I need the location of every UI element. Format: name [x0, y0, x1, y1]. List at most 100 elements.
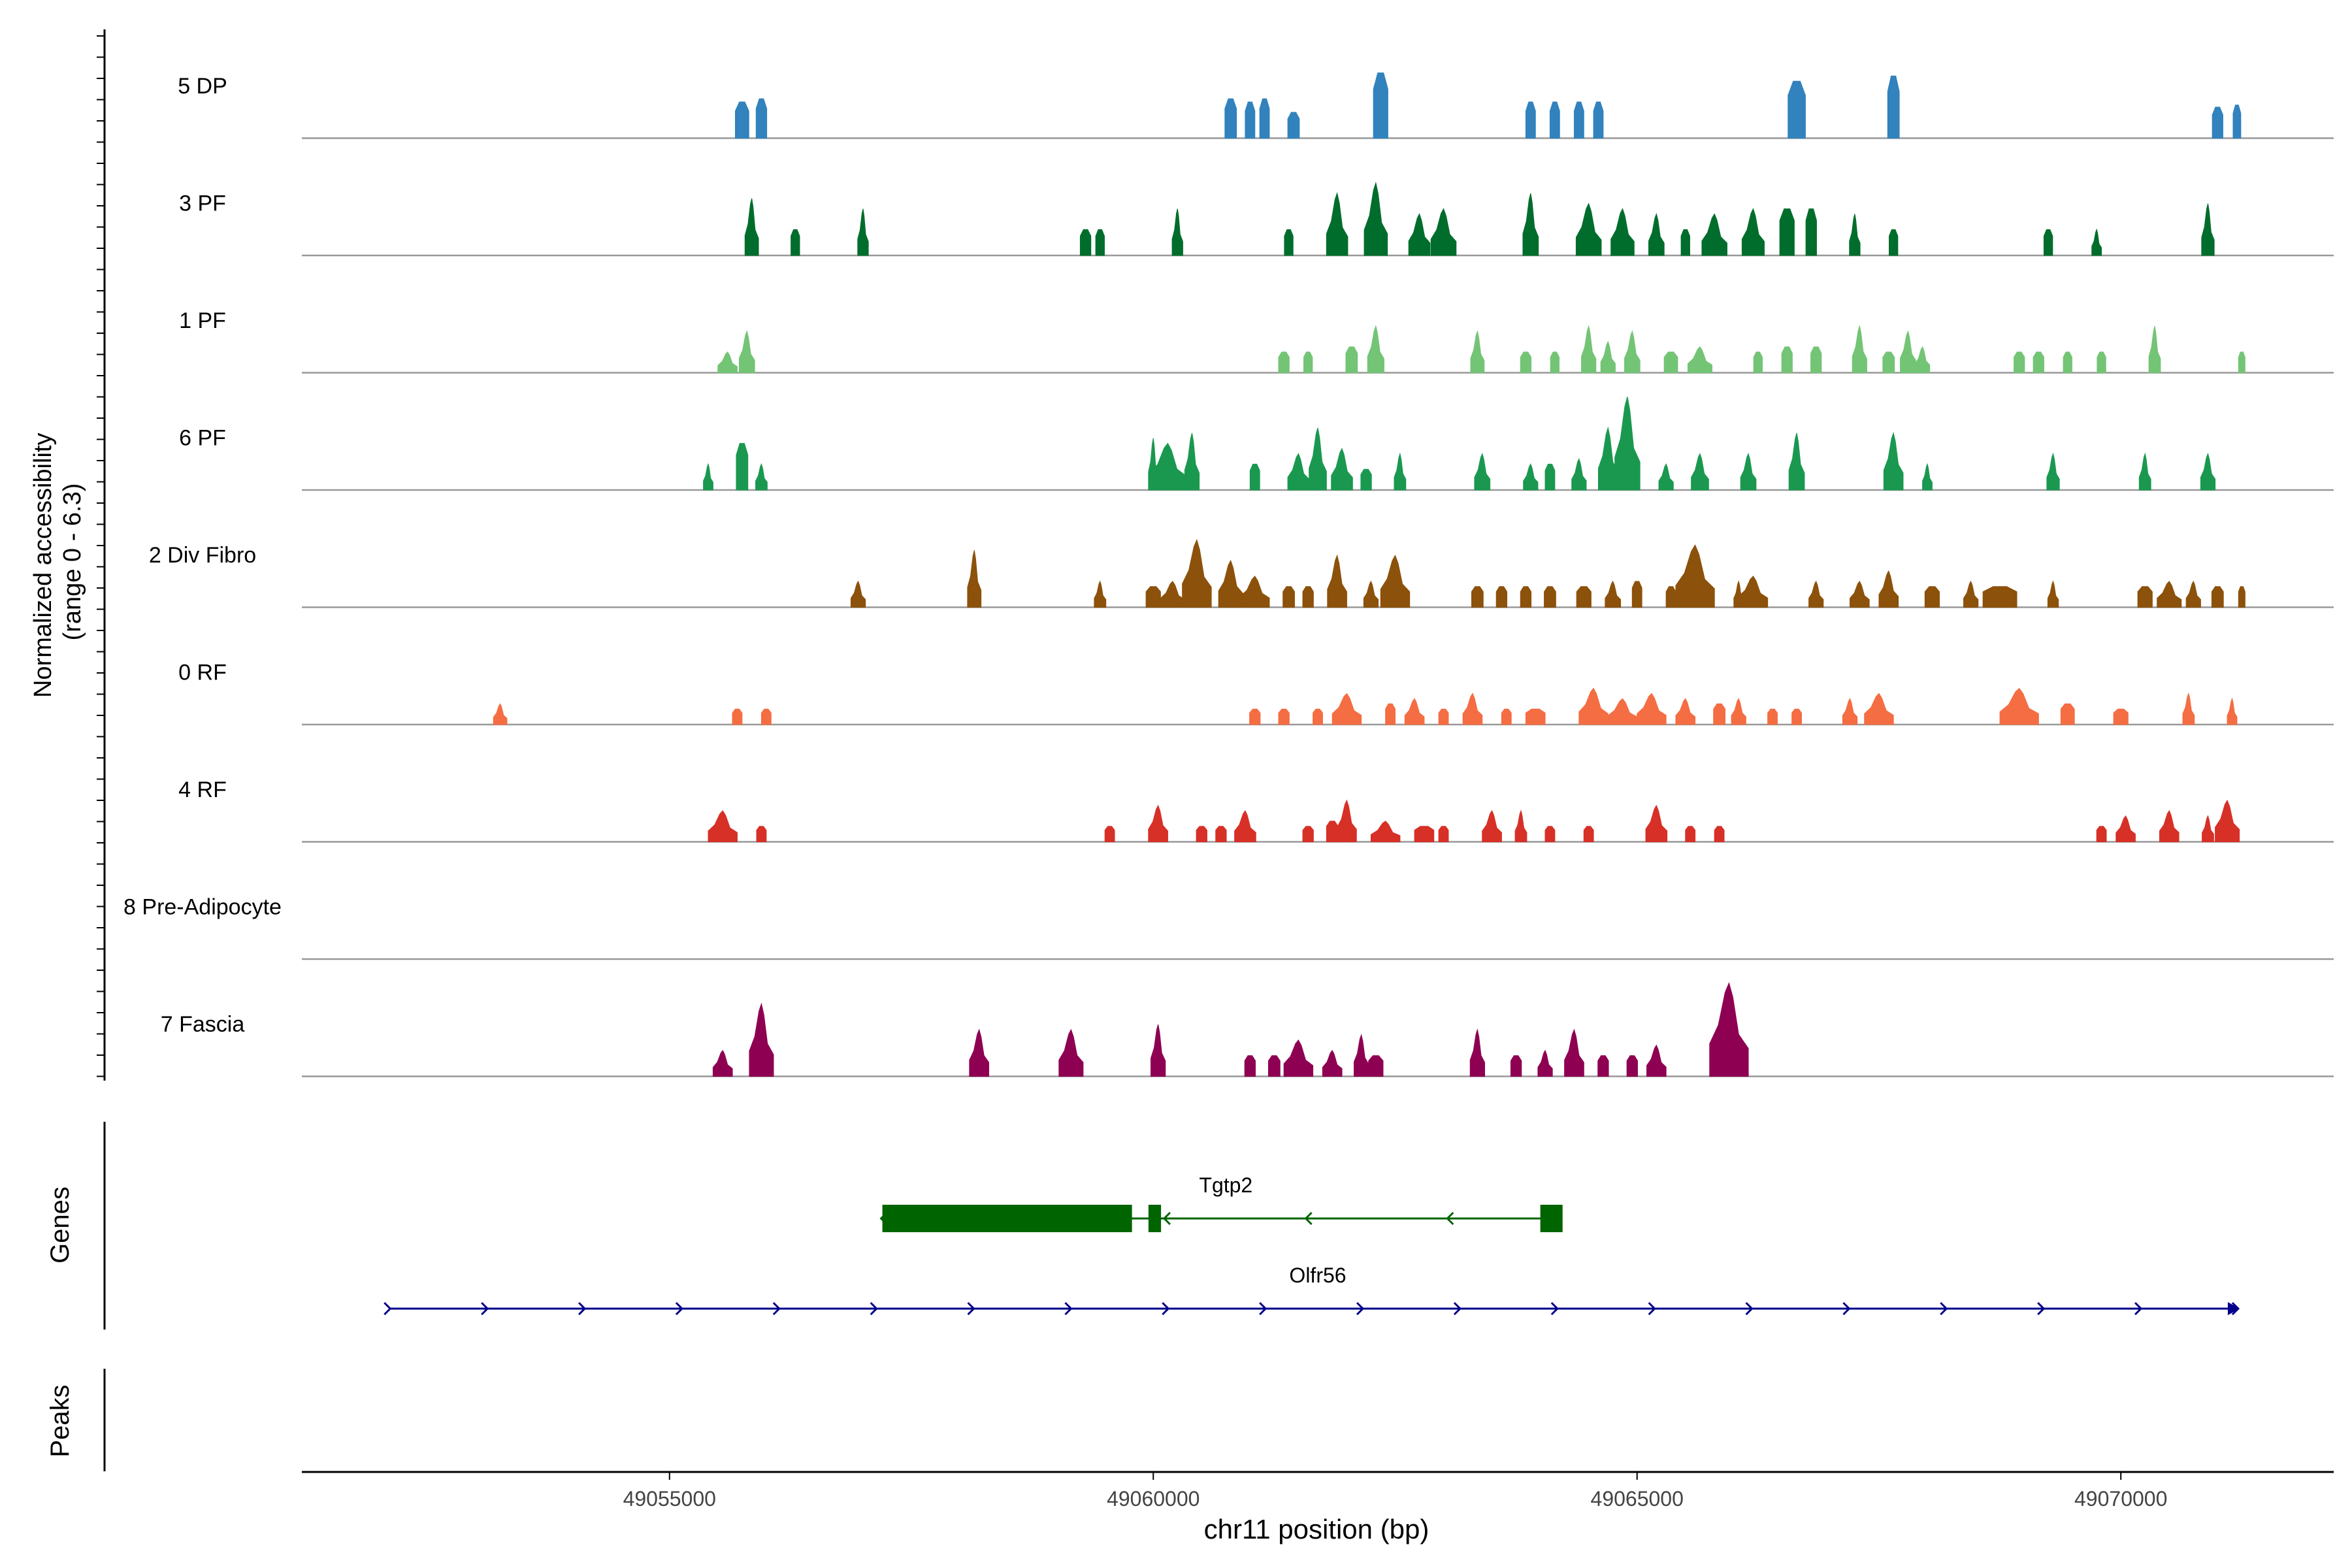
- coverage-peak: [2137, 586, 2153, 608]
- coverage-peak: [2211, 586, 2224, 608]
- coverage-peak: [1648, 212, 1665, 256]
- strand-chevron: [1550, 1301, 1559, 1316]
- coverage-peak: [1571, 457, 1587, 491]
- coverage-peak: [1791, 708, 1802, 725]
- coverage-peak: [1309, 427, 1327, 491]
- strand-chevron: [1940, 1301, 1948, 1316]
- strand-arrowhead: [2227, 1302, 2240, 1315]
- coverage-peak: [1151, 1024, 1166, 1077]
- coverage-peak: [1303, 351, 1313, 373]
- coverage-peak: [1471, 586, 1484, 608]
- coverage-peak: [1058, 1028, 1084, 1077]
- coverage-peak: [1680, 229, 1690, 256]
- x-tick-label: 49065000: [1591, 1487, 1684, 1511]
- genes-label: Genes: [46, 1186, 74, 1264]
- coverage-peak: [1482, 809, 1502, 842]
- coverage-peak: [1914, 346, 1931, 373]
- coverage-peak: [1597, 1055, 1609, 1077]
- track-label: 7 Fascia: [161, 1012, 245, 1037]
- coverage-peak: [1283, 1039, 1314, 1077]
- coverage-peak: [1326, 191, 1348, 256]
- coverage-peak: [1564, 1028, 1584, 1077]
- coverage-peak: [2096, 826, 2107, 842]
- coverage-peak: [1462, 693, 1483, 725]
- coverage-peak: [1675, 698, 1696, 725]
- coverage-peak: [2091, 228, 2102, 256]
- coverage-peak: [1337, 799, 1357, 842]
- coverage-peak: [2159, 809, 2180, 842]
- track-label: 3 PF: [179, 191, 226, 216]
- coverage-peak: [1537, 1049, 1553, 1077]
- strand-chevron: [772, 1301, 781, 1316]
- coverage-peak: [1805, 208, 1817, 256]
- coverage-peak: [1354, 1034, 1369, 1077]
- coverage-peak: [1094, 580, 1107, 608]
- coverage-peak: [1171, 208, 1183, 256]
- coverage-peak: [1573, 101, 1584, 139]
- coverage-peak: [2043, 229, 2053, 256]
- coverage-peak: [736, 443, 749, 491]
- strand-chevron: [384, 1301, 392, 1316]
- coverage-peak: [2097, 351, 2106, 373]
- coverage-peak: [1284, 229, 1294, 256]
- coverage-peak: [1313, 708, 1323, 725]
- coverage-peak: [1713, 703, 1725, 725]
- coverage-peak: [1148, 438, 1159, 491]
- coverage-peak: [1363, 580, 1379, 608]
- coverage-peak: [712, 1049, 733, 1077]
- coverage-peak: [1182, 538, 1212, 608]
- coverage-peak: [2148, 325, 2161, 373]
- coverage-peak: [1731, 698, 1746, 725]
- coverage-peak: [1810, 346, 1822, 373]
- track-6-pf: 6 PF: [179, 397, 2334, 491]
- track-5-dp: 5 DP: [178, 73, 2334, 139]
- coverage-peak: [2238, 351, 2246, 373]
- coverage-peak: [1583, 826, 1594, 842]
- coverage-peak: [969, 1028, 989, 1077]
- coverage-peak: [738, 330, 755, 373]
- coverage-peak: [2238, 586, 2246, 608]
- coverage-peak: [1852, 325, 1867, 373]
- coverage-peak: [1842, 698, 1858, 725]
- coverage-peak: [1345, 346, 1358, 373]
- coverage-peak: [1882, 351, 1895, 373]
- peaks-panel: Peaks: [46, 1369, 106, 1471]
- y-axis-label-line1: Normalized accessibility: [29, 433, 57, 698]
- coverage-peak: [1370, 821, 1401, 842]
- coverage-peak: [1600, 340, 1616, 373]
- strand-chevron: [870, 1301, 878, 1316]
- coverage-peak: [1767, 708, 1778, 725]
- coverage-peak: [1380, 554, 1411, 608]
- coverage-peak: [1430, 208, 1457, 256]
- coverage-peak: [1808, 580, 1824, 608]
- peaks-label: Peaks: [46, 1384, 74, 1457]
- coverage-peak: [2138, 452, 2151, 491]
- track-label: 8 Pre-Adipocyte: [123, 895, 282, 920]
- strand-chevron: [675, 1301, 684, 1316]
- coverage-peak: [1234, 809, 1256, 842]
- coverage-peak: [1624, 330, 1641, 373]
- coverage-peak: [1607, 698, 1638, 725]
- coverage-peak: [749, 1002, 774, 1077]
- coverage-peak: [1373, 73, 1388, 139]
- coverage-peak: [1331, 448, 1353, 491]
- coverage-peak: [2157, 580, 2182, 608]
- coverage-peak: [1095, 229, 1105, 256]
- track-1-pf: 1 PF: [179, 308, 2334, 374]
- coverage-peak: [1282, 586, 1295, 608]
- coverage-peak: [1887, 75, 1900, 139]
- coverage-peak: [1614, 397, 1641, 491]
- coverage-peak: [1610, 208, 1635, 256]
- coverage-peak: [1495, 586, 1508, 608]
- coverage-peak: [1520, 586, 1532, 608]
- coverage-peak: [2215, 799, 2240, 842]
- coverage-peak: [1691, 453, 1709, 491]
- coverage-peak: [2060, 703, 2075, 725]
- coverage-peak: [1145, 586, 1161, 608]
- coverage-peak: [1278, 351, 1290, 373]
- coverage-peak: [1576, 586, 1592, 608]
- coverage-peak: [1408, 213, 1431, 256]
- coverage-peak: [857, 208, 869, 256]
- coverage-peak: [1327, 554, 1347, 608]
- track-label: 4 RF: [178, 777, 227, 802]
